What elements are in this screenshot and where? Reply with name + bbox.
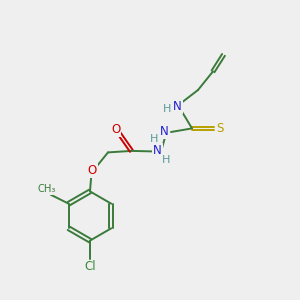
Text: H: H [162, 155, 171, 165]
Text: H: H [163, 104, 172, 114]
Text: O: O [88, 164, 97, 177]
Text: O: O [111, 123, 120, 136]
Text: S: S [217, 122, 224, 135]
Text: Cl: Cl [84, 260, 96, 274]
Text: CH₃: CH₃ [37, 184, 56, 194]
Text: H: H [150, 134, 158, 144]
Text: N: N [160, 125, 169, 138]
Text: N: N [173, 100, 182, 113]
Text: N: N [153, 144, 162, 158]
